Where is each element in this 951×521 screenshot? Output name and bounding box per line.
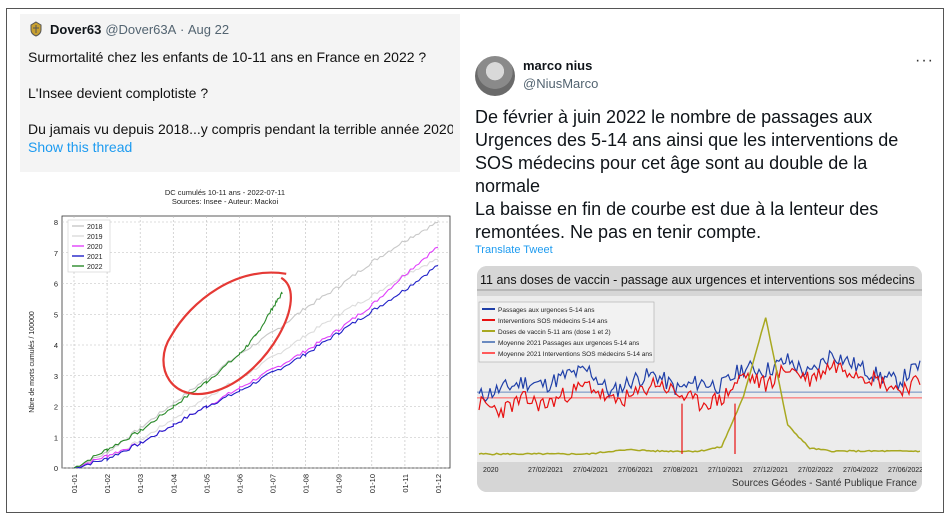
- legend-entry: Passages aux urgences 5-14 ans: [498, 307, 595, 314]
- legend-entry: Moyenne 2021 Passages aux urgences 5-14 …: [498, 340, 640, 347]
- x-tick-label: 27/08/2021: [663, 467, 698, 474]
- left-tweet[interactable]: Dover63 @Dover63A · Aug 22 Surmortalité …: [20, 14, 460, 504]
- series-line-2021: [73, 265, 439, 469]
- x-tick-label: 01-12: [434, 474, 443, 493]
- tweet-date[interactable]: Aug 22: [187, 21, 230, 37]
- x-tick-label: 01-07: [269, 474, 278, 493]
- legend-entry: 2022: [87, 264, 103, 271]
- author-handle[interactable]: @NiusMarco: [523, 76, 599, 91]
- x-tick-label: 01-11: [401, 474, 410, 493]
- x-tick-label: 27/04/2021: [573, 467, 608, 474]
- left-tweet-header-area: Dover63 @Dover63A · Aug 22 Surmortalité …: [20, 14, 460, 172]
- tweet-line: remontées. Ne pas en tenir compte.: [475, 222, 762, 242]
- y-tick-label: 5: [54, 310, 58, 319]
- legend-entry: 2019: [87, 234, 103, 241]
- x-tick-label: 01-05: [202, 474, 211, 493]
- y-tick-label: 1: [54, 433, 58, 442]
- series-line-2022: [73, 291, 283, 469]
- author-name[interactable]: marco nius: [523, 58, 593, 73]
- series-line-sos: [478, 358, 921, 419]
- tweet-line: De février à juin 2022 le nombre de pass…: [475, 107, 873, 127]
- x-tick-label: 27/02/2022: [798, 467, 833, 474]
- series-line-2020: [73, 246, 439, 469]
- x-tick-label: 01-08: [302, 474, 311, 493]
- y-tick-label: 7: [54, 249, 58, 258]
- y-tick-label: 8: [54, 218, 58, 227]
- show-thread-link[interactable]: Show this thread: [28, 139, 133, 155]
- tweet-line: Surmortalité chez les enfants de 10-11 a…: [28, 49, 427, 65]
- tweet-line: Urgences des 5-14 ans ainsi que les inte…: [475, 130, 899, 150]
- x-tick-label: 27/02/2021: [528, 467, 563, 474]
- left-tweet-author-row[interactable]: Dover63 @Dover63A · Aug 22: [28, 20, 229, 38]
- x-tick-label: 27/12/2021: [753, 467, 788, 474]
- tweet-line: Du jamais vu depuis 2018...y compris pen…: [28, 121, 453, 137]
- tweet-line: normale: [475, 176, 541, 196]
- legend: 2018 2019 2020 2021 2022: [67, 219, 111, 273]
- legend-box: [67, 219, 111, 273]
- x-tick-label: 01-10: [368, 474, 377, 493]
- series-line-2019: [73, 258, 439, 469]
- x-tick-label: 01-03: [136, 474, 145, 493]
- x-tick-label: 2020: [483, 467, 499, 474]
- legend: Passages aux urgences 5-14 ans Interventi…: [478, 301, 655, 363]
- separator-dot: ·: [176, 21, 188, 37]
- right-tweet[interactable]: marco nius @NiusMarco ··· De février à j…: [475, 48, 940, 503]
- plot-area: 0 1 2 3 4 5 6 7 8 01-01 01-02 01-03 01-04 01-05 01-06 0…: [54, 215, 451, 493]
- legend-entry: 2018: [87, 224, 103, 231]
- highlight-circle: [162, 271, 292, 396]
- y-tick-label: 6: [54, 280, 58, 289]
- x-tick-label: 27/10/2021: [708, 467, 743, 474]
- x-tick-label: 27/06/2021: [618, 467, 653, 474]
- right-chart-image[interactable]: 11 ans doses de vaccin - passage aux urg…: [477, 266, 922, 492]
- series-line-2018: [73, 222, 439, 469]
- x-tick-label: 01-09: [335, 474, 344, 493]
- author-name[interactable]: Dover63: [50, 21, 102, 37]
- tweet-line: La baisse en fin de courbe est due à la …: [475, 199, 879, 219]
- translate-tweet-link[interactable]: Translate Tweet: [475, 244, 553, 256]
- left-tweet-text: Surmortalité chez les enfants de 10-11 a…: [28, 48, 453, 156]
- legend-entry: 2021: [87, 254, 103, 261]
- y-tick-label: 4: [54, 341, 58, 350]
- tweet-line: SOS médecins pour cet âge sont au double…: [475, 153, 868, 173]
- x-tick-label: 01-04: [169, 474, 178, 493]
- author-handle[interactable]: @Dover63A: [105, 21, 177, 37]
- x-tick-label: 01-01: [70, 474, 79, 493]
- x-tick-label: 27/06/2022: [888, 467, 922, 474]
- x-tick-label: 01-06: [235, 474, 244, 493]
- y-tick-label: 3: [54, 372, 58, 381]
- legend-entry: Interventions SOS médecins 5-14 ans: [498, 318, 608, 325]
- avatar[interactable]: [475, 56, 515, 96]
- left-chart-image[interactable]: DC cumulés 10-11 ans - 2022-07-11 Source…: [20, 186, 460, 504]
- series-line-vaccin: [478, 317, 921, 456]
- tweet-line: L'Insee devient complotiste ?: [28, 85, 209, 101]
- chart-title: 11 ans doses de vaccin - passage aux urg…: [480, 273, 915, 287]
- chart-source: Sources Géodes - Santé Publique France: [732, 478, 918, 489]
- y-axis-label: Nbre de morts cumulés / 100000: [29, 311, 36, 413]
- chart-subtitle: Sources: Insee - Auteur: Mackoi: [172, 197, 279, 206]
- series-line-urgences: [478, 349, 921, 403]
- x-tick-label: 01-02: [103, 474, 112, 493]
- x-tick-label: 27/04/2022: [843, 467, 878, 474]
- y-tick-label: 0: [54, 464, 58, 473]
- plot-area: 2020 27/02/2021 27/04/2021 27/06/2021 27/08/…: [477, 296, 922, 474]
- more-options-icon[interactable]: ···: [915, 52, 934, 69]
- legend-entry: Moyenne 2021 Interventions SOS médecins …: [498, 351, 653, 358]
- legend-entry: Doses de vaccin 5-11 ans (dose 1 et 2): [498, 329, 611, 336]
- chart-title: DC cumulés 10-11 ans - 2022-07-11: [165, 188, 285, 197]
- right-tweet-text: De février à juin 2022 le nombre de pass…: [475, 106, 940, 244]
- y-tick-label: 2: [54, 403, 58, 412]
- avatar-icon[interactable]: [28, 21, 44, 37]
- legend-box: [478, 301, 655, 363]
- legend-entry: 2020: [87, 244, 103, 251]
- plot-frame: [61, 215, 451, 469]
